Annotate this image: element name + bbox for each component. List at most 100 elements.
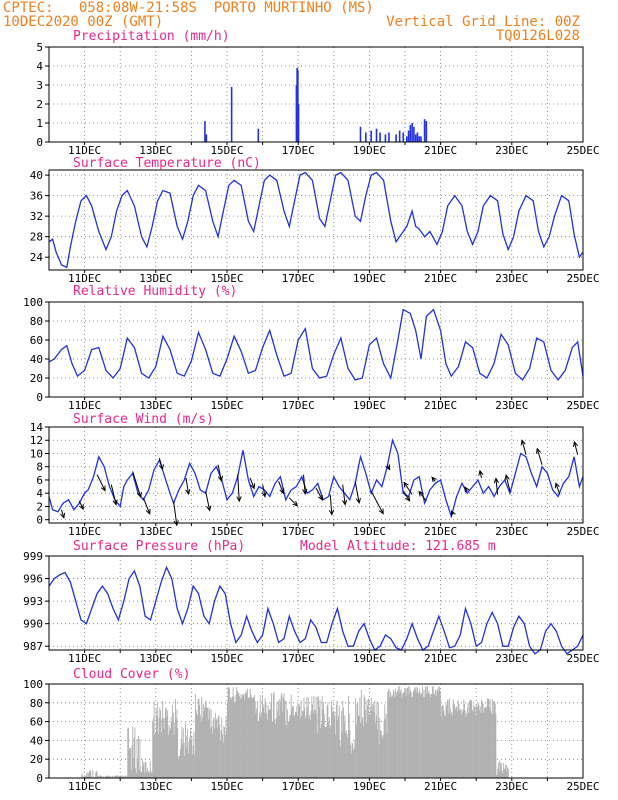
cloud-bar — [429, 697, 431, 778]
cloud-bar — [343, 722, 345, 778]
cloud-bar — [454, 703, 456, 778]
precip-bar — [411, 123, 413, 142]
cloud-bar — [207, 707, 208, 778]
cloud-bar — [229, 689, 231, 778]
cloud-bar — [339, 739, 341, 778]
cloud-bar — [302, 710, 304, 778]
cloud-bar — [382, 735, 384, 778]
cloud-bar — [441, 705, 443, 778]
y-tick-label: 1 — [36, 117, 43, 130]
cloud-bar — [489, 707, 490, 778]
wind-arrow-shaft — [536, 448, 543, 465]
cloud-bar — [495, 713, 497, 778]
cloud-bar — [447, 699, 448, 778]
cloud-bar — [299, 718, 301, 778]
cloud-bar — [222, 742, 224, 778]
x-tick-label: 11DEC — [68, 780, 101, 793]
cloud-bar — [163, 729, 165, 778]
y-tick-label: 0 — [36, 772, 43, 785]
cloud-bar — [456, 711, 458, 778]
cloud-bar — [341, 732, 343, 778]
cloud-bar — [464, 710, 466, 778]
cloud-bar — [402, 693, 404, 778]
cloud-bar — [372, 703, 374, 778]
cloud-bar — [326, 705, 328, 778]
cloud-bar — [256, 708, 258, 778]
cloud-bar — [96, 772, 98, 778]
cloud-bar — [404, 688, 406, 778]
precip-bar — [365, 132, 367, 142]
cloud-bar — [113, 776, 115, 778]
cloud-bar — [380, 729, 381, 778]
cloud-bar — [311, 696, 313, 778]
wind-arrow-shaft — [479, 470, 483, 479]
wind-arrow — [354, 481, 361, 505]
cloud-bar — [432, 686, 433, 778]
cloud-bar — [345, 732, 347, 778]
cloud-bar — [136, 738, 138, 778]
wind-arrow — [493, 477, 499, 495]
cloud-bar — [153, 701, 155, 778]
cloud-bar — [222, 734, 223, 778]
x-tick-label: 19DEC — [353, 652, 386, 665]
cloud-bar — [287, 722, 289, 778]
x-tick-label: 13DEC — [139, 525, 172, 538]
cloud-bar — [152, 717, 154, 778]
cloud-bar — [197, 698, 199, 778]
wind-arrow — [328, 494, 335, 516]
cloud-bar — [275, 723, 276, 778]
cloud-bar — [324, 726, 326, 778]
cloud-bar — [466, 713, 468, 778]
cloud-bar — [502, 762, 504, 778]
cloud-bar — [403, 691, 405, 778]
wind-arrow-head — [158, 464, 164, 471]
cloud-bar — [453, 704, 455, 778]
cloud-bar — [181, 726, 183, 778]
cloud-bar — [304, 718, 306, 778]
x-tick-label: 25DEC — [566, 272, 599, 285]
cloud-bar — [173, 734, 175, 778]
cloud-bar — [204, 701, 206, 778]
cloud-bar — [437, 688, 438, 778]
panel-title-rh: Relative Humidity (%) — [73, 284, 238, 299]
wind-arrow — [173, 501, 179, 527]
cloud-bar — [493, 701, 495, 778]
wind-arrow — [302, 474, 308, 496]
cloud-bar — [431, 694, 433, 778]
cloud-bar — [485, 708, 487, 778]
cloud-bar — [150, 770, 152, 778]
y-tick-label: 10 — [30, 447, 43, 460]
cloud-bar — [219, 740, 221, 778]
wind-arrow — [572, 440, 579, 455]
wind-arrow-head — [112, 499, 118, 506]
cloud-bar — [323, 702, 325, 778]
cloud-bar — [196, 713, 198, 778]
cloud-bar — [357, 702, 359, 778]
cloud-bar — [448, 713, 450, 778]
x-tick-label: 15DEC — [210, 780, 243, 793]
cloud-bar — [479, 709, 480, 778]
cloud-bar — [255, 713, 257, 778]
wind-arrow-shaft — [142, 497, 151, 515]
y-tick-label: 8 — [36, 461, 43, 474]
cloud-bar — [219, 724, 221, 778]
x-tick-label: 25DEC — [566, 780, 599, 793]
cloud-bar — [266, 713, 268, 778]
cloud-bar — [303, 697, 305, 778]
cloud-bar — [325, 726, 327, 778]
y-tick-label: 40 — [30, 169, 43, 182]
cloud-bar — [407, 687, 409, 778]
wind-arrow — [520, 439, 527, 455]
cloud-bar — [117, 775, 119, 778]
cloud-bar — [395, 695, 397, 778]
wind-arrow-shaft — [303, 474, 306, 494]
cloud-bar — [272, 721, 274, 778]
cloud-bar — [104, 775, 106, 778]
cloud-bar — [265, 701, 267, 778]
cloud-bar — [482, 703, 484, 778]
cloud-bar — [432, 685, 434, 778]
wind-arrow — [315, 487, 323, 501]
cloud-bar — [189, 737, 191, 778]
y-tick-label: 2 — [36, 98, 43, 111]
